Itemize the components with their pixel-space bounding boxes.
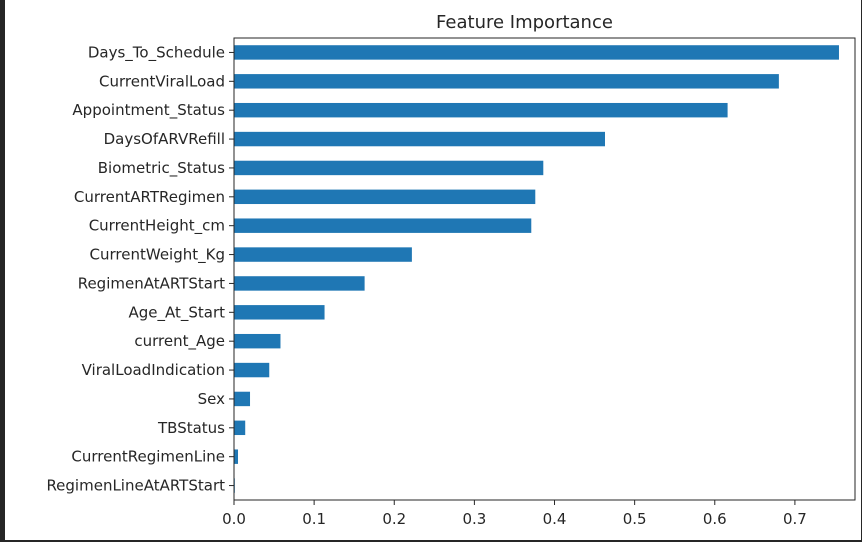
y-tick-label: ViralLoadIndication (82, 361, 225, 379)
y-tick-label: Appointment_Status (72, 101, 225, 120)
axes-frame (233, 37, 856, 501)
y-tick-label: CurrentHeight_cm (89, 217, 225, 236)
bar-CurrentViralLoad (234, 74, 779, 89)
y-tick-label: RegimenLineAtARTStart (46, 477, 225, 495)
y-tick-label: Biometric_Status (98, 159, 225, 178)
y-tick-label: current_Age (134, 332, 225, 351)
x-tick-label: 0.5 (623, 510, 647, 528)
x-tick-label: 0.6 (703, 510, 727, 528)
bars-layer (234, 45, 839, 493)
y-tick-labels: Days_To_Schedule CurrentViralLoad Appointm… (46, 43, 234, 495)
bar-Appointment_Status (234, 102, 728, 118)
y-tick-label: Age_At_Start (128, 303, 225, 322)
bar-Age_At_Start (234, 305, 325, 320)
x-tick-label: 0.0 (222, 510, 246, 528)
y-tick-label: CurrentARTRegimen (74, 188, 225, 206)
y-tick-label: Sex (198, 390, 225, 408)
bar-ViralLoadIndication (234, 362, 270, 378)
x-tick-label: 0.3 (462, 510, 486, 528)
y-tick-label: TBStatus (157, 419, 225, 437)
bar-Biometric_Status (234, 160, 544, 176)
x-tick-label: 0.7 (783, 510, 807, 528)
x-tick-label: 0.2 (382, 510, 406, 528)
bar-Sex (234, 391, 251, 407)
x-axis-ticks: 0.0 0.1 0.2 0.3 0.4 0.5 0.6 0.7 (222, 500, 807, 528)
bar-CurrentHeight_cm (234, 218, 532, 233)
y-tick-label: CurrentWeight_Kg (90, 246, 225, 265)
bar-current_Age (234, 333, 281, 349)
bar-CurrentARTRegimen (234, 189, 536, 205)
y-tick-label: CurrentViralLoad (99, 72, 225, 90)
y-tick-label: CurrentRegimenLine (71, 448, 225, 466)
y-tick-label: Days_To_Schedule (88, 43, 225, 62)
y-tick-label: RegimenAtARTStart (78, 274, 225, 292)
bar-CurrentRegimenLine (234, 449, 239, 464)
x-tick-label: 0.1 (302, 510, 326, 528)
bar-RegimenAtARTStart (234, 276, 365, 291)
bar-DaysOfARVRefill (234, 131, 605, 147)
bar-TBStatus (234, 420, 246, 436)
chart-title: Feature Importance (436, 12, 613, 33)
y-tick-label: DaysOfARVRefill (104, 130, 225, 148)
x-tick-label: 0.4 (543, 510, 567, 528)
feature-importance-chart: Feature Importance Days_To_Schedule Curre… (46, 12, 856, 528)
chart-figure: Feature Importance Days_To_Schedule Curre… (5, 0, 861, 540)
bar-Days_To_Schedule (234, 45, 839, 60)
bar-CurrentWeight_Kg (234, 247, 412, 262)
